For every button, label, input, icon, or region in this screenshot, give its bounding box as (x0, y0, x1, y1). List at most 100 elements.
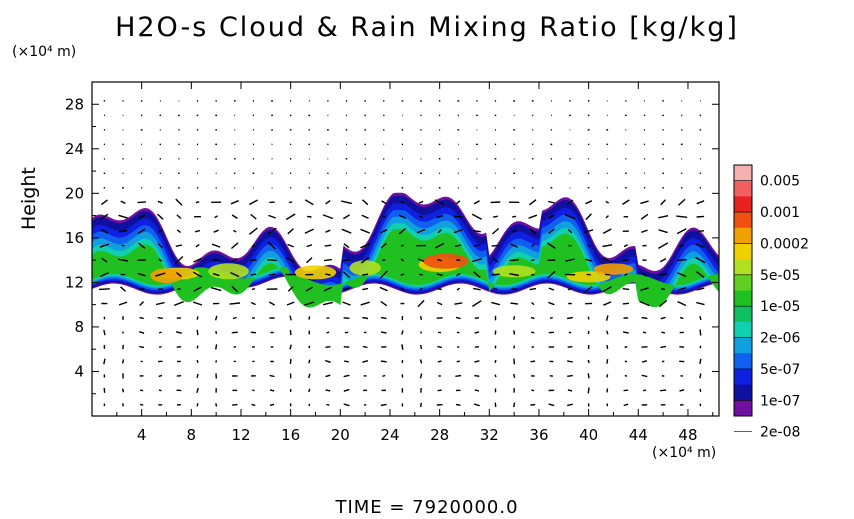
wind-vector (567, 360, 573, 363)
colorbar-swatch (734, 180, 752, 197)
wind-vector (381, 200, 387, 205)
wind-vector (343, 243, 350, 249)
wind-vector (512, 215, 517, 218)
wind-vector (661, 360, 665, 363)
x-tick-label: 20 (331, 426, 350, 444)
wind-vector (567, 228, 573, 234)
wind-vector (492, 257, 499, 263)
wind-vector (117, 258, 129, 262)
wind-vector (137, 201, 146, 204)
wind-vector (381, 215, 386, 219)
wind-vector (587, 359, 590, 364)
wind-vector (547, 270, 556, 279)
colorbar-swatch (734, 259, 752, 276)
wind-vector (530, 259, 535, 262)
wind-vector (624, 186, 627, 189)
wind-vector (474, 389, 480, 392)
wind-vector (513, 316, 516, 320)
wind-vector (250, 301, 256, 306)
wind-vector (567, 403, 573, 407)
wind-vector (420, 315, 423, 321)
wind-vector (622, 302, 630, 305)
wind-vector (193, 286, 202, 292)
wind-vector (660, 345, 667, 349)
colorbar-label: 5e-05 (760, 268, 800, 284)
wind-vector (401, 344, 404, 350)
wind-vector (137, 272, 146, 277)
wind-vector (491, 244, 500, 247)
y-axis: 4 8 12 16 20 24 28 (65, 95, 719, 395)
wind-vector (196, 359, 199, 363)
wind-vector (155, 301, 165, 306)
wind-vector (491, 301, 500, 306)
wind-vector (513, 330, 516, 335)
wind-vector (250, 259, 257, 262)
wind-vector (547, 242, 556, 249)
wind-vector (677, 286, 687, 292)
wind-vector (322, 214, 334, 220)
wind-vector (326, 331, 330, 334)
wind-vector (641, 374, 648, 378)
wind-vector (139, 301, 145, 306)
colorbar-label: 5e-07 (760, 362, 800, 378)
wind-vector (622, 199, 630, 205)
wind-vector (474, 346, 479, 348)
wind-vector (529, 287, 537, 291)
colorbar-swatch (734, 212, 752, 229)
wind-vector (289, 201, 293, 204)
wind-vector (658, 229, 668, 234)
wind-vector (602, 228, 612, 235)
wind-vector (118, 214, 128, 219)
wind-vector (192, 301, 203, 306)
wind-vector (420, 402, 422, 408)
wind-vector (529, 199, 537, 206)
wind-vector (490, 201, 501, 204)
wind-vector (623, 244, 629, 248)
wind-vector (606, 344, 609, 350)
wind-vector (215, 403, 218, 407)
wind-vector (564, 214, 576, 220)
wind-vector (343, 317, 350, 319)
wind-vector (622, 258, 630, 262)
wind-vector (658, 242, 669, 250)
wind-vector (602, 244, 613, 248)
wind-vectors (98, 100, 706, 408)
wind-vector (101, 257, 108, 263)
wind-vector (379, 286, 388, 292)
wind-vector (436, 215, 444, 219)
wind-vector (175, 331, 182, 334)
wind-vector (231, 285, 239, 293)
cloud-core (423, 253, 469, 269)
x-tick-label: 32 (480, 426, 499, 444)
wind-vector (269, 389, 275, 392)
wind-vector (398, 214, 407, 220)
wind-vector (606, 388, 609, 393)
wind-vector (175, 198, 183, 206)
cloud-layer (92, 229, 719, 308)
wind-vector (121, 244, 125, 247)
wind-vector (308, 359, 311, 364)
wind-vector (100, 213, 109, 220)
wind-vector (567, 346, 573, 348)
wind-vector (193, 257, 202, 263)
wind-vector (530, 360, 536, 363)
y-tick-label: 20 (65, 184, 84, 202)
wind-vector (420, 331, 422, 334)
wind-vector (510, 243, 518, 248)
wind-vector (230, 242, 239, 250)
wind-vector (137, 228, 146, 235)
wind-vector (473, 271, 481, 278)
wind-vector (157, 229, 163, 233)
wind-vector (696, 243, 705, 248)
wind-vector (587, 373, 590, 379)
wind-vector (491, 273, 500, 276)
wind-vector (158, 346, 162, 348)
wind-vector (267, 259, 277, 262)
wind-vector (379, 270, 388, 279)
wind-vector (659, 257, 667, 263)
colorbar-swatch (734, 306, 752, 323)
wind-vector (623, 403, 629, 407)
wind-vector (472, 300, 482, 307)
colorbar-swatch (734, 384, 752, 401)
